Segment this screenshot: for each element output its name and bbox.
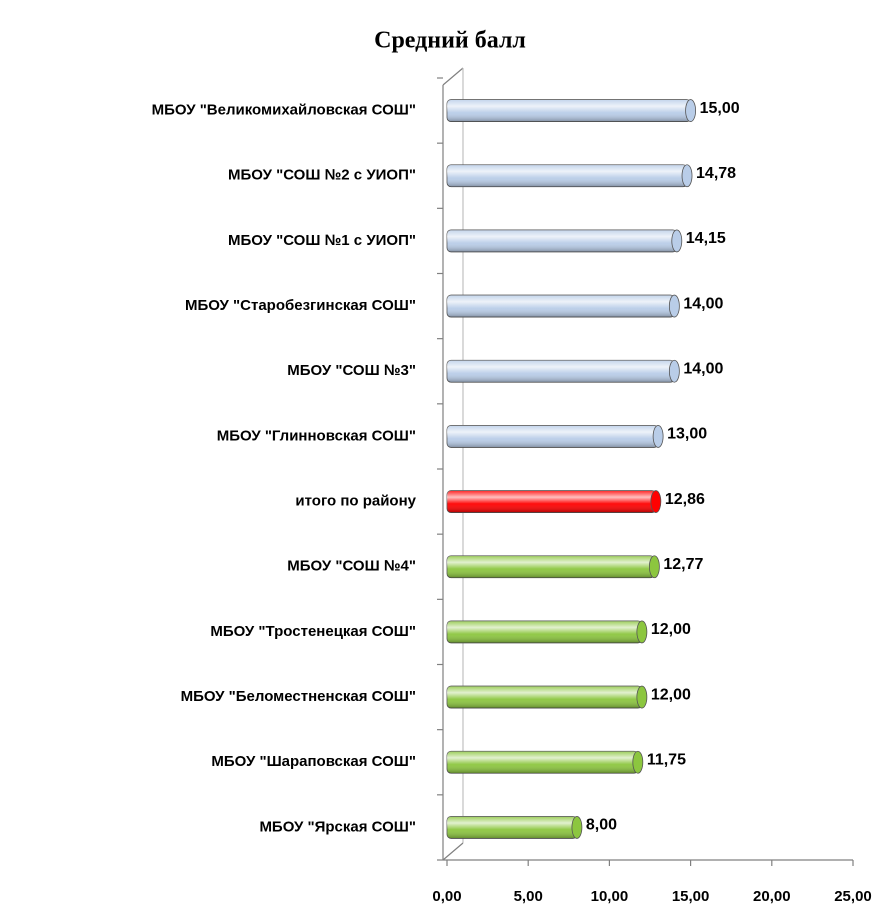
chart-title: Средний балл bbox=[374, 28, 526, 54]
bar-shine bbox=[447, 295, 675, 318]
bar-cap bbox=[571, 816, 583, 839]
bar-cap bbox=[636, 620, 648, 644]
x-tick-label: 10,00 bbox=[591, 888, 629, 905]
bar-cap bbox=[652, 425, 664, 448]
value-label: 11,75 bbox=[647, 751, 686, 768]
bar-cap bbox=[685, 99, 696, 122]
value-label: 13,00 bbox=[667, 426, 707, 443]
bar-cap bbox=[650, 490, 662, 513]
category-label: МБОУ "СОШ №4" bbox=[287, 558, 416, 575]
value-label: 12,00 bbox=[651, 686, 691, 703]
bar-shine bbox=[447, 425, 659, 448]
bar-shine bbox=[447, 490, 656, 513]
axis-wall-edge bbox=[442, 67, 464, 86]
category-label: МБОУ "Ярская СОШ" bbox=[259, 818, 416, 835]
bar-cap bbox=[671, 229, 683, 253]
x-tick-label: 15,00 bbox=[672, 888, 710, 905]
value-label: 8,00 bbox=[586, 817, 617, 834]
bar-shine bbox=[447, 816, 577, 839]
bar-shine bbox=[447, 229, 677, 252]
category-label: МБОУ "СОШ №2 с УИОП" bbox=[228, 167, 416, 184]
value-label: 14,00 bbox=[683, 295, 723, 312]
bar-cap bbox=[668, 359, 680, 383]
value-label: 14,00 bbox=[683, 360, 723, 377]
bar-cap bbox=[632, 750, 644, 774]
value-label: 14,15 bbox=[686, 230, 726, 247]
bar-cap bbox=[648, 555, 660, 579]
axis-wall-edge bbox=[442, 842, 464, 861]
category-label: МБОУ "Старобезгинская СОШ" bbox=[185, 297, 416, 314]
bar-shine bbox=[447, 555, 655, 578]
bar-shine bbox=[447, 620, 642, 643]
value-label: 14,78 bbox=[696, 165, 736, 182]
category-label: МБОУ "Тростенецкая СОШ" bbox=[210, 623, 416, 640]
value-label: 12,77 bbox=[663, 556, 703, 573]
bar-shine bbox=[447, 751, 638, 774]
bar-shine bbox=[447, 360, 675, 383]
x-tick-label: 5,00 bbox=[514, 888, 543, 905]
category-label: МБОУ "СОШ №3" bbox=[287, 362, 416, 379]
x-tick-label: 20,00 bbox=[753, 888, 791, 905]
value-label: 12,86 bbox=[665, 491, 705, 508]
bar-shine bbox=[447, 164, 688, 187]
category-label: МБОУ "СОШ №1 с УИОП" bbox=[228, 232, 416, 249]
bar-cap bbox=[681, 164, 693, 188]
bar-shine bbox=[447, 686, 642, 709]
category-label: МБОУ "Шараповская СОШ" bbox=[211, 753, 416, 770]
x-tick-label: 0,00 bbox=[432, 888, 461, 905]
category-label: МБОУ "Великомихайловская СОШ" bbox=[152, 102, 416, 119]
category-label: итого по району bbox=[295, 493, 416, 510]
bar-shine bbox=[447, 99, 691, 122]
bar-cap bbox=[636, 685, 648, 709]
category-label: МБОУ "Беломестненская СОШ" bbox=[181, 688, 416, 705]
value-label: 15,00 bbox=[700, 100, 740, 117]
category-label: МБОУ "Глинновская СОШ" bbox=[217, 427, 416, 444]
x-tick-label: 25,00 bbox=[834, 888, 872, 905]
bar-cap bbox=[668, 294, 680, 318]
value-label: 12,00 bbox=[651, 621, 691, 638]
